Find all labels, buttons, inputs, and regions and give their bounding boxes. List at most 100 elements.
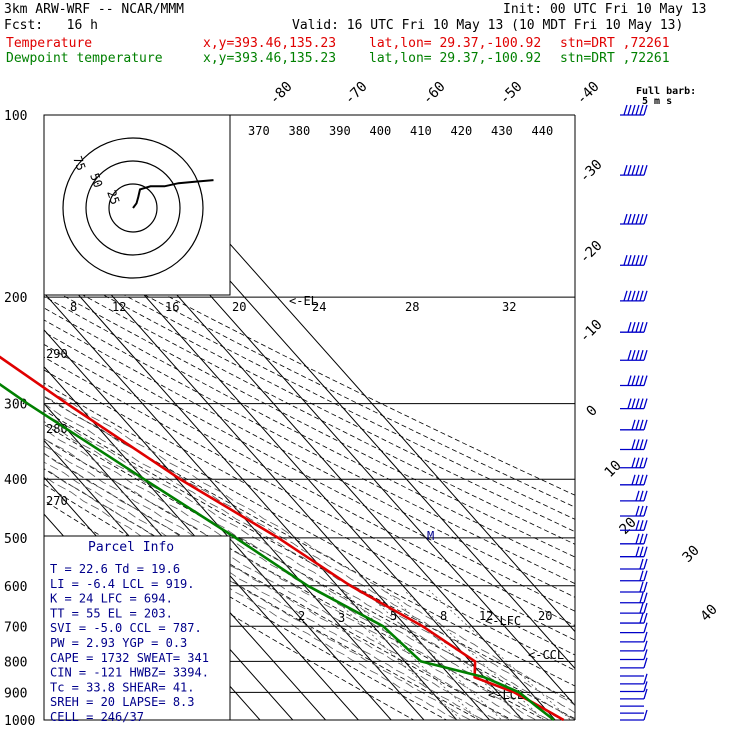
mixing-ratio-line	[403, 589, 559, 720]
theta-label: 370	[248, 124, 270, 138]
mixing-ratio-line	[384, 589, 539, 720]
isotherm-line	[44, 115, 436, 720]
parcel-info-row: PW = 2.93 YGP = 0.3	[50, 636, 187, 650]
wind-barb	[620, 581, 648, 593]
moist-adiabat	[44, 327, 493, 720]
mixing-ratio-label: 24	[312, 300, 326, 314]
theta-label: 390	[329, 124, 351, 138]
wind-barb	[620, 649, 648, 661]
legend-temperature-stn: stn=DRT ,72261	[560, 36, 670, 51]
moist-adiabat	[44, 327, 506, 720]
parcel-info-row: SVI = -5.0 CCL = 787.	[50, 621, 202, 635]
wind-barb	[620, 631, 648, 643]
isotherm-label: -20	[577, 238, 606, 267]
wind-barb	[620, 688, 648, 700]
pressure-label: 700	[4, 620, 27, 635]
dry-adiabat	[44, 115, 575, 720]
wind-barb	[620, 612, 648, 624]
wind-barb	[620, 520, 648, 531]
dewpoint-profile	[0, 382, 555, 722]
theta-label: 430	[491, 124, 513, 138]
parcel-info-row: Tc = 33.8 SHEAR= 41.	[50, 680, 195, 694]
dry-adiabat	[44, 115, 575, 720]
parcel-info-row: LI = -6.4 LCL = 919.	[50, 577, 195, 591]
moist-adiabat	[44, 327, 571, 720]
hodograph-ring-label: 75	[70, 154, 88, 172]
pressure-label: 500	[4, 532, 27, 547]
hodograph-box	[43, 114, 231, 296]
theta-label: 380	[289, 124, 311, 138]
wind-barb	[620, 490, 648, 502]
legend-temperature-xy: x,y=393.46,135.23	[203, 36, 337, 51]
pressure-label: 100	[4, 109, 27, 124]
moist-adiabat	[44, 327, 545, 720]
hodograph-ring	[62, 137, 204, 279]
mixing-ratio-label: 8	[440, 609, 447, 623]
mixing-ratio-label: 12	[479, 609, 493, 623]
wind-barb	[620, 350, 648, 361]
wind-barb	[620, 570, 648, 582]
isotherm-label: -70	[342, 79, 371, 108]
lfc-marker: <-LFC	[485, 614, 521, 628]
m-marker: M	[427, 529, 434, 543]
mixing-ratio-label: 2	[298, 609, 305, 623]
hodograph-ring-label: 50	[87, 171, 105, 189]
pressure-label: 300	[4, 398, 27, 413]
wind-barb	[620, 164, 648, 176]
pressure-label: 900	[4, 686, 27, 701]
pressure-label: 600	[4, 580, 27, 595]
parcel-info-row: TT = 55 EL = 203.	[50, 606, 173, 620]
isotherm-label: -10	[577, 317, 606, 346]
dry-adiabat	[44, 115, 471, 720]
dry-adiabat	[44, 115, 575, 720]
legend-temperature-latlon: lat,lon= 29.37,-100.92	[369, 36, 542, 51]
init-time: Init: 00 UTC Fri 10 May 13	[503, 2, 707, 17]
parcel-info-row: CELL = 246/37	[50, 710, 144, 724]
dry-adiabat	[44, 115, 537, 720]
wind-barb	[620, 104, 648, 116]
wind-barb	[620, 657, 648, 669]
isotherm-line	[44, 115, 371, 720]
wind-barb	[620, 474, 648, 486]
isotherm-label: 20	[617, 515, 640, 538]
mixing-ratio-label: 32	[502, 300, 516, 314]
wind-barb	[620, 592, 648, 604]
parcel-info-row: SREH = 20 LAPSE= 8.3	[50, 695, 195, 709]
isotherm-label: 40	[698, 602, 721, 625]
wind-barb	[620, 558, 648, 570]
moist-adiabat	[44, 327, 575, 720]
hodograph-trace	[132, 179, 214, 209]
moist-adiabat	[44, 327, 532, 720]
wind-barb	[620, 375, 648, 387]
legend-dewpoint-stn: stn=DRT ,72261	[560, 51, 670, 66]
mixing-ratio-label: 12	[112, 300, 126, 314]
temperature-profile	[0, 355, 565, 722]
isotherm-line	[44, 115, 338, 720]
barb-legend: Full barb:	[636, 86, 696, 97]
pressure-label: 200	[4, 291, 27, 306]
isotherm-label: 30	[680, 543, 703, 566]
wind-barb	[620, 602, 648, 614]
theta-label: 420	[451, 124, 473, 138]
isotherm-label: -80	[267, 79, 296, 108]
pressure-label: 1000	[4, 714, 35, 729]
pressure-label: 400	[4, 473, 27, 488]
isotherm-label: -40	[574, 79, 603, 108]
isotherm-line	[44, 115, 469, 720]
moist-adiabat	[44, 327, 558, 720]
hodograph-ring	[85, 160, 181, 256]
mixing-ratio-line	[363, 589, 516, 720]
el-marker: <-EL	[289, 294, 318, 308]
wind-barb	[620, 290, 648, 302]
wind-barb	[620, 622, 648, 634]
dry-adiabat	[44, 115, 575, 720]
mixing-ratio-label: 20	[232, 300, 246, 314]
isotherm-label: -60	[420, 79, 449, 108]
wind-barb	[620, 546, 648, 558]
wind-barb	[620, 505, 648, 517]
legend-dewpoint-latlon: lat,lon= 29.37,-100.92	[369, 51, 542, 66]
parcel-info-row: CAPE = 1732 SWEAT= 341	[50, 651, 209, 665]
wind-barb	[620, 398, 648, 410]
dry-adiabat	[44, 115, 575, 720]
